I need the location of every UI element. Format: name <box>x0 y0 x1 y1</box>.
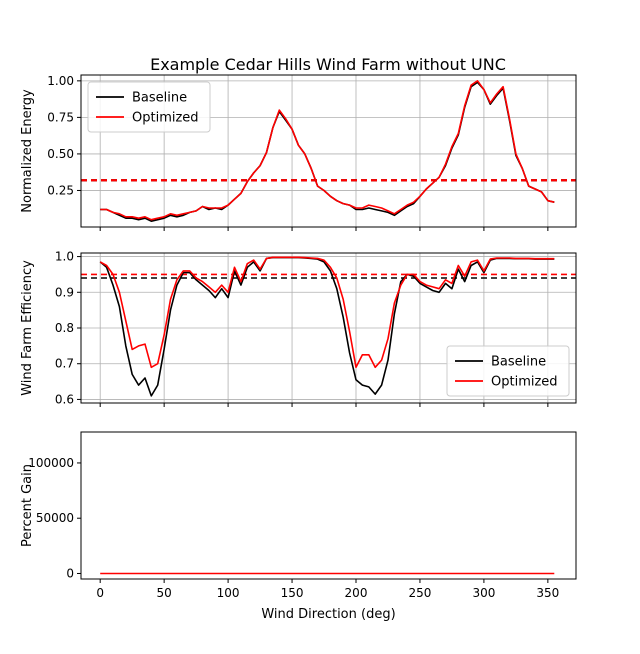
energy-panel: 0.25 0.50 0.75 1.00 Normalized Energy Baselin… <box>20 74 577 231</box>
legend: Baseline Optimized <box>446 345 570 397</box>
percent-gain-panel: 0 50 100 150 200 250 300 350 0 50000 100000Percent… <box>20 431 577 622</box>
legend-box <box>87 81 211 133</box>
x-tick-label: 50 <box>156 586 171 600</box>
y-tick-label: 0 <box>66 566 74 580</box>
legend-entry: Baseline <box>491 355 546 370</box>
series-line <box>99 256 555 397</box>
legend-box <box>446 345 570 397</box>
legend-entry: Baseline <box>132 91 187 106</box>
efficiency-panel: 0.6 0.7 0.8 0.9 1.0 Wind Farm Efficiency Basel… <box>20 250 577 407</box>
legend: Baseline Optimized <box>87 81 211 133</box>
y-tick-label: 0.50 <box>47 147 74 161</box>
x-tick-label: 0 <box>96 586 104 600</box>
y-axis-label: Wind Farm Efficiency <box>20 260 35 396</box>
chart-title: Example Cedar Hills Wind Farm without UN… <box>150 55 506 74</box>
y-tick-label: 0.6 <box>55 392 74 406</box>
y-tick-label: 0.25 <box>47 183 74 197</box>
y-axis-label: Percent Gain <box>20 464 35 547</box>
y-tick-label: 0.8 <box>55 321 74 335</box>
series-line <box>100 80 555 221</box>
x-tick-label: 200 <box>345 586 368 600</box>
x-tick-label: 250 <box>409 586 432 600</box>
x-tick-label: 150 <box>281 586 304 600</box>
axes-frame <box>80 431 577 580</box>
legend-entry: Optimized <box>491 375 558 390</box>
y-tick-label: 0.7 <box>55 357 74 371</box>
x-tick-label: 300 <box>472 586 495 600</box>
axes-frame <box>80 74 577 228</box>
y-tick-label: 0.75 <box>47 110 74 124</box>
x-axis-label: Wind Direction (deg) <box>261 607 395 622</box>
x-tick-label: 100 <box>217 586 240 600</box>
y-tick-label: 1.00 <box>47 74 74 88</box>
y-tick-label: 0.9 <box>55 285 74 299</box>
y-tick-label: 1.0 <box>55 250 74 264</box>
y-tick-label: 100000 <box>28 456 74 470</box>
series-line <box>99 256 555 369</box>
y-tick-label: 50000 <box>36 511 74 525</box>
x-tick-label: 350 <box>536 586 559 600</box>
y-axis-label: Normalized Energy <box>20 89 35 213</box>
legend-entry: Optimized <box>132 111 199 126</box>
